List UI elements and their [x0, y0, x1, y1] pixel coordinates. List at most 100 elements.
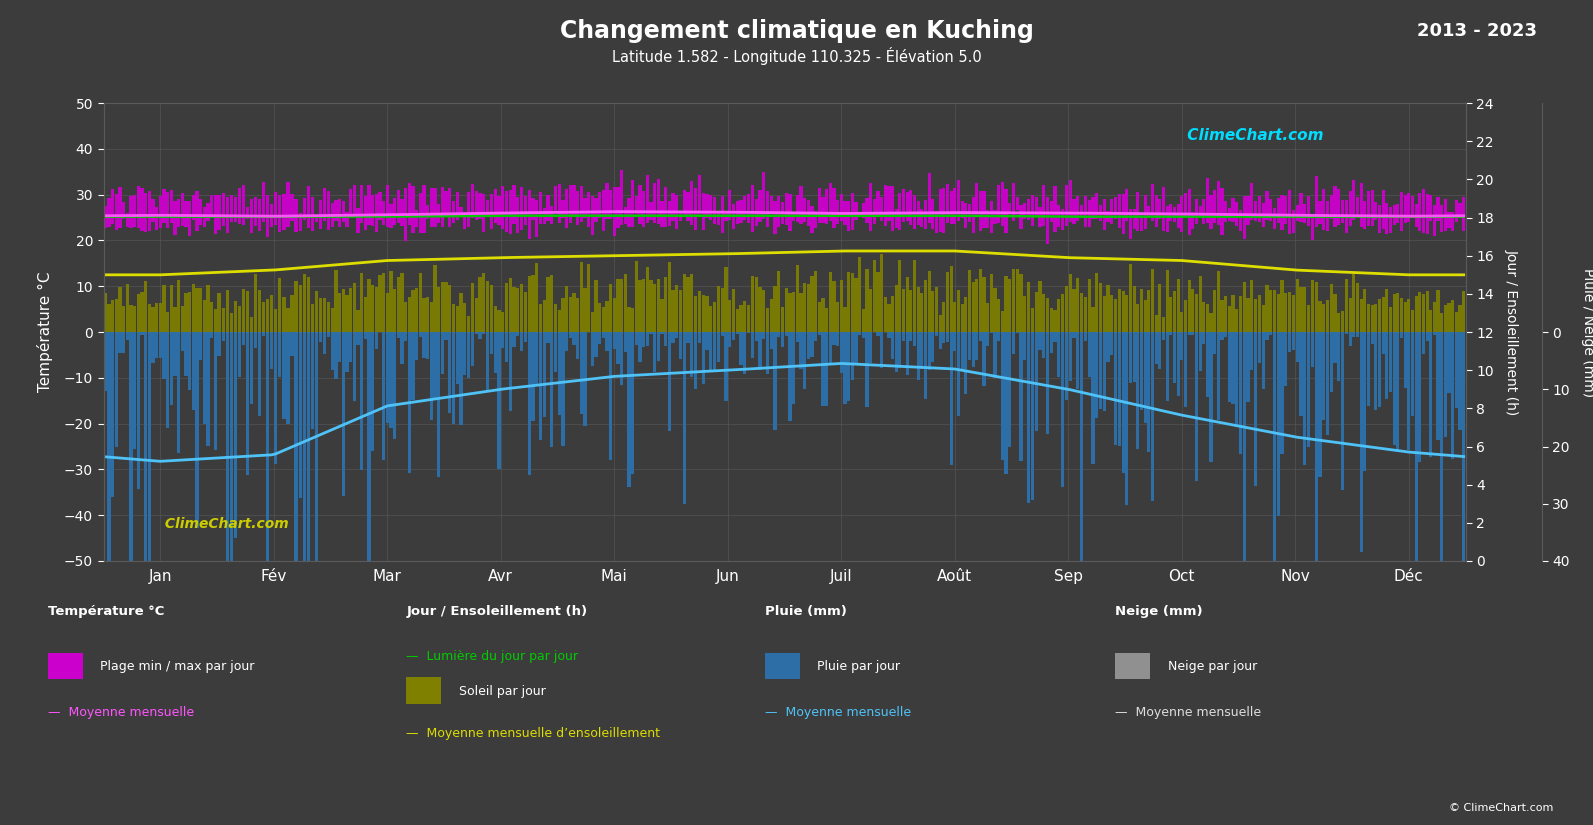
Bar	[237, 332, 241, 377]
Text: 2013 - 2023: 2013 - 2023	[1418, 21, 1537, 40]
Bar	[953, 188, 956, 224]
Bar	[1144, 299, 1147, 332]
Bar	[884, 297, 887, 332]
Bar	[1072, 332, 1075, 338]
Text: © ClimeChart.com: © ClimeChart.com	[1448, 803, 1553, 813]
Bar	[1125, 295, 1128, 332]
Bar	[865, 198, 868, 224]
Bar	[1198, 332, 1201, 370]
Bar	[148, 332, 151, 561]
Bar	[916, 201, 919, 224]
Bar	[840, 332, 843, 373]
Bar	[430, 188, 433, 227]
Bar	[978, 269, 981, 332]
Bar	[1459, 203, 1462, 217]
Bar	[847, 332, 851, 401]
Bar	[859, 257, 862, 332]
Bar	[298, 332, 301, 498]
Bar	[126, 332, 129, 340]
Bar	[796, 195, 800, 222]
Bar	[731, 332, 734, 340]
Bar	[1325, 332, 1329, 436]
Bar	[616, 279, 620, 332]
Bar	[851, 332, 854, 380]
Bar	[535, 262, 538, 332]
Bar	[1273, 290, 1276, 332]
Bar	[368, 280, 371, 332]
Bar	[656, 279, 660, 332]
Bar	[1429, 309, 1432, 332]
Bar	[1125, 189, 1128, 221]
Bar	[1107, 285, 1110, 332]
Bar	[1392, 332, 1395, 445]
Bar	[543, 208, 546, 224]
Bar	[143, 332, 147, 561]
Bar	[634, 196, 637, 214]
Bar	[1144, 195, 1147, 229]
Bar	[591, 312, 594, 332]
Bar	[218, 195, 221, 230]
Bar	[1155, 195, 1158, 227]
Bar	[1195, 295, 1198, 332]
Bar	[519, 332, 523, 351]
Bar	[234, 301, 237, 332]
Bar	[1364, 289, 1367, 332]
Bar	[422, 186, 425, 233]
Bar	[213, 332, 217, 450]
Bar	[1448, 304, 1451, 332]
Bar	[946, 184, 949, 223]
Bar	[433, 265, 436, 332]
Bar	[1107, 211, 1110, 223]
Bar	[935, 211, 938, 233]
Bar	[151, 332, 155, 363]
Bar	[1203, 199, 1206, 224]
Bar	[1325, 201, 1329, 231]
Bar	[879, 254, 883, 332]
Bar	[1187, 189, 1190, 235]
Bar	[792, 292, 795, 332]
Bar	[1012, 183, 1015, 221]
Bar	[250, 332, 253, 404]
Bar	[405, 188, 408, 241]
Bar	[1370, 190, 1373, 226]
Bar	[535, 332, 538, 385]
Bar	[1125, 332, 1128, 505]
Bar	[1386, 332, 1389, 398]
Bar	[650, 332, 653, 333]
Bar	[104, 293, 107, 332]
Bar	[916, 332, 919, 380]
Bar	[1034, 332, 1037, 431]
Bar	[229, 332, 233, 561]
Bar	[1136, 332, 1139, 449]
Bar	[505, 191, 508, 232]
Bar	[609, 191, 612, 219]
Bar	[538, 191, 542, 224]
Bar	[624, 207, 628, 224]
Bar	[902, 189, 905, 222]
Bar	[679, 213, 682, 221]
Bar	[639, 186, 642, 224]
Bar	[386, 293, 389, 332]
Bar	[441, 332, 444, 374]
Bar	[1180, 332, 1184, 361]
Bar	[237, 187, 241, 224]
Bar	[739, 332, 742, 365]
Bar	[253, 196, 256, 226]
Bar	[338, 293, 341, 332]
Bar	[382, 273, 386, 332]
Bar	[210, 332, 213, 338]
Bar	[263, 332, 266, 337]
Bar	[166, 312, 169, 332]
Bar	[532, 275, 535, 332]
Bar	[1378, 205, 1381, 233]
Bar	[761, 290, 765, 332]
Bar	[234, 197, 237, 222]
Bar	[1243, 332, 1246, 561]
Bar	[613, 298, 616, 332]
Bar	[1053, 186, 1056, 232]
Bar	[1411, 310, 1415, 332]
Bar	[1356, 197, 1359, 217]
Bar	[1027, 199, 1031, 220]
Bar	[349, 189, 352, 215]
Bar	[566, 286, 569, 332]
